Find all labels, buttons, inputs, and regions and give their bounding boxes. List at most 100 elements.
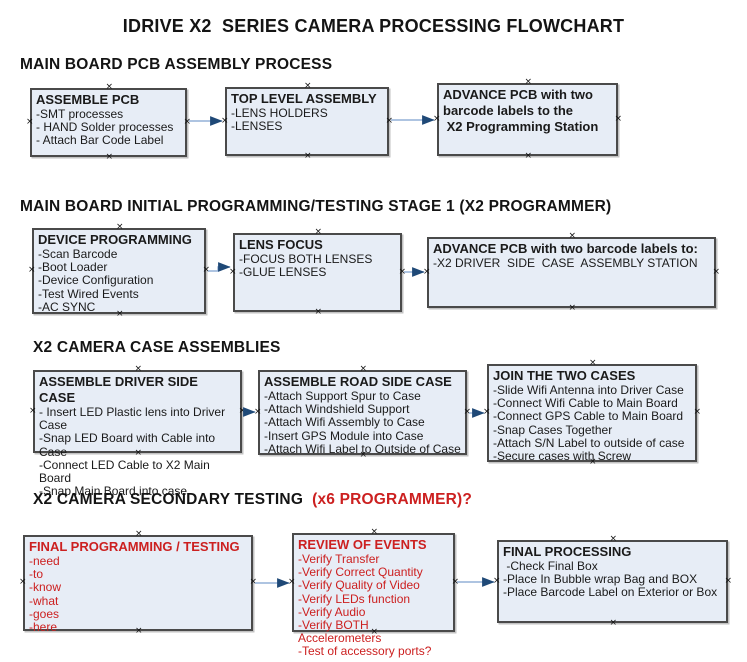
flowbox-item: -to xyxy=(29,567,44,582)
flowbox-assemble-pcb: ASSEMBLE PCB -SMT processes - HAND Solde… xyxy=(26,83,191,162)
flowbox-assemble-road-side-case: ASSEMBLE ROAD SIDE CASE -Attach Support … xyxy=(254,365,471,460)
flowbox-item: -Device Configuration xyxy=(38,273,154,288)
flowbox-item: -Verify Quality of Video xyxy=(298,578,420,593)
section-heading-case-assemblies: X2 CAMERA CASE ASSEMBLIES xyxy=(33,339,281,356)
flowbox-item: -Boot Loader xyxy=(38,260,108,275)
flowbox-item: -Verify LEDs function xyxy=(298,591,411,606)
flowbox-top-level-assembly: TOP LEVEL ASSEMBLY -LENS HOLDERS -LENSES… xyxy=(221,82,393,161)
flowbox-item: -FOCUS BOTH LENSES xyxy=(239,252,373,266)
flowbox-item: - Attach Bar Code Label xyxy=(36,133,164,148)
connection-handle-icon: × xyxy=(568,231,577,241)
flowbox-item: -Scan Barcode xyxy=(38,247,118,261)
flowbox-title: FINAL PROGRAMMING / TESTING xyxy=(29,539,240,554)
flowbox-advance-pcb-programming-station: ADVANCE PCB with two barcode labels to t… xyxy=(433,78,622,161)
connection-handle-icon: × xyxy=(463,406,471,417)
section-heading-initial-programming: MAIN BOARD INITIAL PROGRAMMING/TESTING S… xyxy=(20,198,612,215)
flowbox-title: FINAL PROCESSING xyxy=(503,544,632,559)
connection-handle-icon: × xyxy=(693,407,701,417)
connection-handle-icon: × xyxy=(19,577,27,587)
section-heading-red-part: (x6 PROGRAMMER)? xyxy=(303,491,473,508)
connection-handle-icon: × xyxy=(221,115,229,126)
flowbox-item: -Attach Support Spur to Case xyxy=(264,389,421,403)
connection-handle-icon: × xyxy=(712,266,720,277)
flowbox-title: ADVANCE PCB with two barcode labels to t… xyxy=(443,87,599,134)
flowbox-item: -Verify BOTH Accelerometers xyxy=(298,618,382,646)
connection-handle-icon: × xyxy=(568,303,577,313)
flowbox-item: -know xyxy=(29,580,62,595)
connection-handle-icon: × xyxy=(433,113,441,124)
connection-handle-icon: × xyxy=(451,576,459,587)
flowbox-item: -AC SYNC xyxy=(38,299,96,314)
connection-handle-icon: × xyxy=(135,626,143,636)
connection-handle-icon: × xyxy=(398,266,406,277)
flowbox-title: ASSEMBLE ROAD SIDE CASE xyxy=(264,374,452,389)
connection-handle-icon: × xyxy=(288,576,296,587)
flowbox-item: - Insert LED Plastic lens into Driver Ca… xyxy=(39,405,229,433)
connection-handle-icon: × xyxy=(202,265,210,275)
flowbox-item: -Attach Wifi Label to Outside of Case xyxy=(264,441,461,456)
flowbox-item: -Connect GPS Cable to Main Board xyxy=(493,409,684,424)
flowbox-item: -Snap Cases Together xyxy=(493,422,613,437)
flowbox-title: ASSEMBLE DRIVER SIDE CASE xyxy=(39,374,202,405)
connection-handle-icon: × xyxy=(609,534,618,544)
connection-handle-icon: × xyxy=(29,405,37,416)
flowbox-item: -Verify Audio xyxy=(298,604,366,619)
flowbox-item: -Snap LED Board with Cable into Case xyxy=(39,431,219,459)
flowbox-item: -Attach Wifi Assembly to Case xyxy=(264,415,425,430)
flowbox-title: JOIN THE TWO CASES xyxy=(493,368,636,383)
flowbox-final-processing: FINAL PROCESSING -Check Final Box -Place… xyxy=(493,535,732,628)
connection-handle-icon: × xyxy=(116,222,124,232)
page-title: IDRIVE X2 SERIES CAMERA PROCESSING FLOWC… xyxy=(122,16,625,36)
connection-handle-icon: × xyxy=(423,266,431,277)
flowbox-item: -Connect Wifi Cable to Main Board xyxy=(493,396,678,411)
section-heading-black-part: X2 CAMERA SECONDARY TESTING xyxy=(33,491,304,508)
flowbox-item: -here xyxy=(29,620,58,635)
flowbox-device-programming: DEVICE PROGRAMMING -Scan Barcode -Boot L… xyxy=(28,223,210,319)
flowbox-item: -goes xyxy=(29,606,60,621)
connection-handle-icon: × xyxy=(614,113,622,124)
connection-handle-icon: × xyxy=(249,577,257,587)
flowbox-advance-pcb-driver-side: ADVANCE PCB with two barcode labels to: … xyxy=(423,232,720,313)
connection-handle-icon: × xyxy=(524,77,533,87)
flowbox-assemble-driver-side-case: ASSEMBLE DRIVER SIDE CASE - Insert LED P… xyxy=(29,365,246,498)
connection-handle-icon: × xyxy=(105,82,114,92)
flowbox-item: -Place Barcode Label on Exterior or Box xyxy=(503,585,718,600)
flowbox-title: LENS FOCUS xyxy=(239,237,323,252)
flowbox-join-the-two-cases: JOIN THE TWO CASES -Slide Wifi Antenna i… xyxy=(483,359,701,467)
flowbox-item: -GLUE LENSES xyxy=(239,265,327,280)
flowbox-item: -Secure cases with Screw xyxy=(493,449,632,464)
flowbox-item: -Connect LED Cable to X2 Main Board xyxy=(39,457,214,486)
flowbox-item: -Attach S/N Label to outside of case xyxy=(493,435,685,450)
connection-handle-icon: × xyxy=(26,116,34,127)
flowbox-item: -Check Final Box xyxy=(503,559,598,573)
flowbox-item: -Verify Correct Quantity xyxy=(298,565,423,580)
flowbox-item: -Attach Windshield Support xyxy=(264,402,410,417)
flowbox-title: REVIEW OF EVENTS xyxy=(298,537,427,552)
connection-handle-icon: × xyxy=(385,115,393,126)
connector-device-programming-to-lens-focus xyxy=(208,262,231,272)
connection-handle-icon: × xyxy=(359,450,368,460)
section-heading-secondary-testing: X2 CAMERA SECONDARY TESTING (x6 PROGRAMM… xyxy=(33,491,472,509)
flowbox-item: -Test Wired Events xyxy=(38,286,139,301)
flowbox-item: -LENS HOLDERS xyxy=(231,106,328,120)
connection-handle-icon: × xyxy=(370,627,379,637)
connection-handle-icon: × xyxy=(135,529,143,539)
connection-handle-icon: × xyxy=(134,448,143,458)
flowbox-item: -Place In Bubble wrap Bag and BOX xyxy=(503,572,698,587)
connection-handle-icon: × xyxy=(483,407,491,417)
connection-handle-icon: × xyxy=(724,575,732,586)
section-heading-pcb-assembly: MAIN BOARD PCB ASSEMBLY PROCESS xyxy=(20,56,333,73)
flowbox-item: -Slide Wifi Antenna into Driver Case xyxy=(493,383,684,397)
flowbox-review-of-events: REVIEW OF EVENTS -Verify Transfer -Verif… xyxy=(288,528,459,659)
flowbox-item: -SMT processes xyxy=(36,107,124,121)
connection-handle-icon: × xyxy=(493,575,501,586)
connection-handle-icon: × xyxy=(183,116,191,127)
flowbox-title: DEVICE PROGRAMMING xyxy=(38,232,192,247)
connection-handle-icon: × xyxy=(105,152,114,162)
flowbox-title: ASSEMBLE PCB xyxy=(36,92,140,107)
connection-handle-icon: × xyxy=(314,227,323,237)
connection-handle-icon: × xyxy=(524,151,533,161)
connection-handle-icon: × xyxy=(134,364,143,374)
connection-handle-icon: × xyxy=(609,618,618,628)
